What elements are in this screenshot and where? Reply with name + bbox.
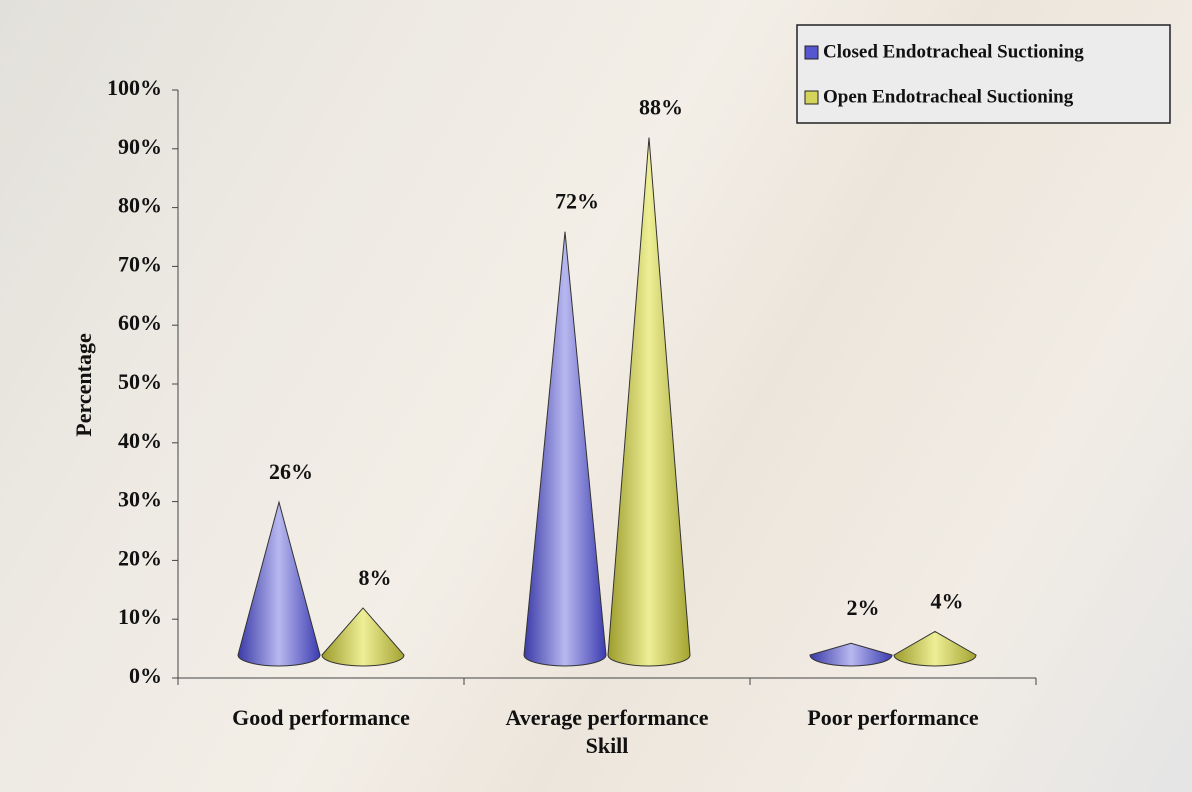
value-label: 72% <box>555 189 599 214</box>
x-tick-label: Good performance <box>232 705 410 730</box>
x-tick-label: Poor performance <box>807 705 978 730</box>
x-axis-title: Skill <box>586 733 629 758</box>
legend-label: Open Endotracheal Suctioning <box>823 86 1074 107</box>
y-axis-title: Percentage <box>71 333 96 437</box>
value-label: 2% <box>847 595 880 620</box>
chart: Percentage Skill Closed Endotracheal Suc… <box>0 0 1192 792</box>
y-tick-label: 80% <box>118 193 162 218</box>
y-tick-label: 40% <box>118 428 162 453</box>
y-tick-label: 60% <box>118 310 162 335</box>
value-label: 26% <box>269 459 313 484</box>
value-label: 88% <box>639 95 683 120</box>
value-label: 4% <box>931 589 964 614</box>
page: Percentage Skill Closed Endotracheal Suc… <box>0 0 1192 792</box>
y-tick-label: 90% <box>118 134 162 159</box>
legend-box <box>797 25 1170 123</box>
y-tick-label: 30% <box>118 487 162 512</box>
y-tick-label: 10% <box>118 604 162 629</box>
y-tick-label: 70% <box>118 251 162 276</box>
legend-label: Closed Endotracheal Suctioning <box>823 41 1084 62</box>
y-tick-label: 100% <box>107 75 162 100</box>
y-tick-label: 20% <box>118 545 162 570</box>
x-tick-label: Average performance <box>506 705 709 730</box>
value-label: 8% <box>359 565 392 590</box>
y-tick-label: 50% <box>118 369 162 394</box>
legend: Closed Endotracheal Suctioning Open Endot… <box>797 25 1170 123</box>
legend-swatch <box>805 46 818 59</box>
y-tick-label: 0% <box>129 663 162 688</box>
legend-swatch <box>805 91 818 104</box>
